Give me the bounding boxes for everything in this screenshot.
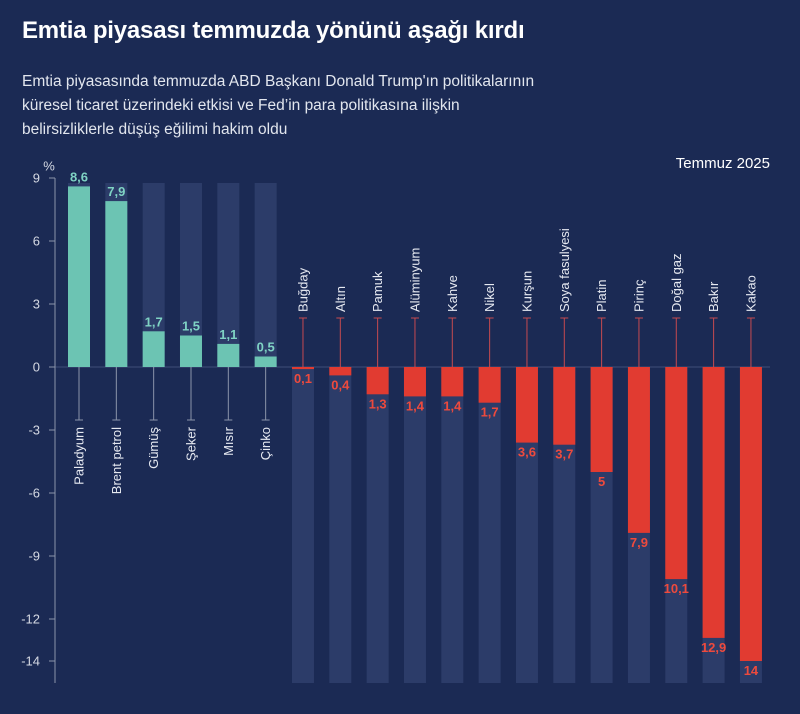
- page-title: Emtia piyasası temmuzda yönünü aşağı kır…: [22, 17, 525, 44]
- category-label-kakao: Kakao: [743, 275, 758, 312]
- category-label-altin: Altın: [333, 286, 348, 312]
- y-tick-label: 6: [33, 234, 40, 249]
- bar-kakao: [739, 367, 762, 661]
- bar-platin: [590, 367, 613, 472]
- subtitle: Emtia piyasasında temmuzda ABD Başkanı D…: [22, 70, 534, 142]
- data-label-brent-petrol: 7,9: [107, 184, 125, 199]
- category-label-pirinc: Pirinç: [631, 279, 646, 312]
- y-tick-label: -9: [28, 549, 40, 564]
- column-bg-gumus: [142, 183, 165, 367]
- category-label-bugday: Buğday: [295, 267, 310, 312]
- y-tick-label: -14: [21, 654, 40, 669]
- column-bg-cinko: [254, 183, 277, 367]
- data-label-soya-fasulyesi: 3,7: [555, 447, 573, 462]
- y-tick-label: -3: [28, 423, 40, 438]
- bar-seker: [179, 335, 202, 367]
- bar-gumus: [142, 331, 165, 367]
- data-label-altin: 0,4: [331, 377, 350, 392]
- data-label-kakao: 14: [744, 663, 759, 678]
- data-label-dogal-gaz: 10,1: [664, 581, 689, 596]
- bar-altin: [329, 367, 352, 376]
- category-label-dogal-gaz: Doğal gaz: [669, 253, 684, 312]
- data-label-bakir: 12,9: [701, 640, 726, 655]
- category-label-cinko: Çinko: [258, 427, 273, 460]
- category-label-aluminyum: Alüminyum: [407, 248, 422, 312]
- bar-dogal-gaz: [665, 367, 688, 580]
- data-label-kursun: 3,6: [518, 445, 536, 460]
- category-label-nikel: Nikel: [482, 283, 497, 312]
- bar-paladyum: [68, 186, 90, 367]
- column-bg-nikel: [478, 367, 501, 683]
- data-label-pamuk: 1,3: [369, 396, 387, 411]
- bar-bugday: [291, 367, 314, 370]
- bar-kahve: [441, 367, 464, 397]
- bar-misir: [217, 343, 240, 367]
- category-labels: Paladyum Brent petrol Gümüş Şeker Mısır Çinko…: [72, 228, 759, 494]
- category-label-bakir: Bakır: [706, 281, 721, 312]
- bar-cinko: [254, 356, 277, 367]
- y-axis: 9 6 3 0 -3 -6 -9 -12 -14%: [21, 159, 56, 683]
- data-label-pirinc: 7,9: [630, 535, 648, 550]
- category-label-gumus: Gümüş: [146, 427, 161, 469]
- bar-pirinc: [627, 367, 650, 533]
- subtitle-line-3: belirsizliklerle düşüş eğilimi hakim old…: [22, 121, 288, 138]
- leader-lines: [75, 317, 755, 421]
- column-bg-altin: [329, 367, 352, 683]
- data-label-platin: 5: [598, 474, 605, 489]
- category-label-pamuk: Pamuk: [370, 271, 385, 312]
- column-bg-misir: [217, 183, 240, 367]
- data-label-misir: 1,1: [219, 327, 237, 342]
- bar-brent-petrol: [105, 201, 128, 367]
- data-label-gumus: 1,7: [145, 314, 163, 329]
- category-label-seker: Şeker: [183, 426, 198, 461]
- data-label-bugday: 0,1: [294, 371, 312, 386]
- data-label-paladyum: 8,6: [70, 169, 88, 184]
- bar-pamuk: [366, 367, 389, 395]
- category-label-soya-fasulyesi: Soya fasulyesi: [557, 228, 572, 312]
- category-label-kursun: Kurşun: [519, 271, 534, 312]
- category-label-paladyum: Paladyum: [72, 427, 87, 485]
- subtitle-line-2: küresel ticaret üzerindeki etkisi ve Fed…: [22, 97, 460, 114]
- y-tick-label: 0: [33, 360, 40, 375]
- data-labels: 8,6 7,9 1,7 1,5 1,1 0,5 0,1 0,4 1,3 1,4 1,4 1,7 3,6 3…: [70, 169, 759, 678]
- bar-aluminyum: [403, 367, 426, 397]
- column-bg-kahve: [441, 367, 464, 683]
- bar-bakir: [702, 367, 725, 638]
- bar-soya-fasulyesi: [553, 367, 576, 445]
- period-label: Temmuz 2025: [675, 155, 770, 172]
- column-bg-aluminyum: [403, 367, 426, 683]
- column-bg-kursun: [515, 367, 538, 683]
- y-tick-label: -6: [28, 486, 40, 501]
- category-label-brent-petrol: Brent petrol: [109, 427, 124, 494]
- data-label-aluminyum: 1,4: [406, 398, 425, 413]
- subtitle-line-1: Emtia piyasasında temmuzda ABD Başkanı D…: [22, 73, 535, 90]
- category-label-kahve: Kahve: [445, 275, 460, 312]
- column-bg-pamuk: [366, 367, 389, 683]
- category-label-misir: Mısır: [221, 426, 236, 456]
- bar-nikel: [478, 367, 501, 403]
- y-tick-label: 3: [33, 297, 40, 312]
- column-bg-soya-fasulyesi: [553, 367, 576, 683]
- bars: [68, 186, 762, 661]
- data-label-seker: 1,5: [182, 319, 200, 334]
- data-label-cinko: 0,5: [257, 340, 275, 355]
- column-bg-seker: [179, 183, 202, 367]
- category-label-platin: Platin: [594, 279, 609, 312]
- data-label-kahve: 1,4: [443, 398, 462, 413]
- y-axis-unit-label: %: [43, 159, 55, 174]
- y-tick-label: 9: [33, 171, 40, 186]
- data-label-nikel: 1,7: [481, 405, 499, 420]
- column-bg-bugday: [291, 367, 314, 683]
- bar-kursun: [515, 367, 538, 443]
- y-tick-label: -12: [21, 612, 40, 627]
